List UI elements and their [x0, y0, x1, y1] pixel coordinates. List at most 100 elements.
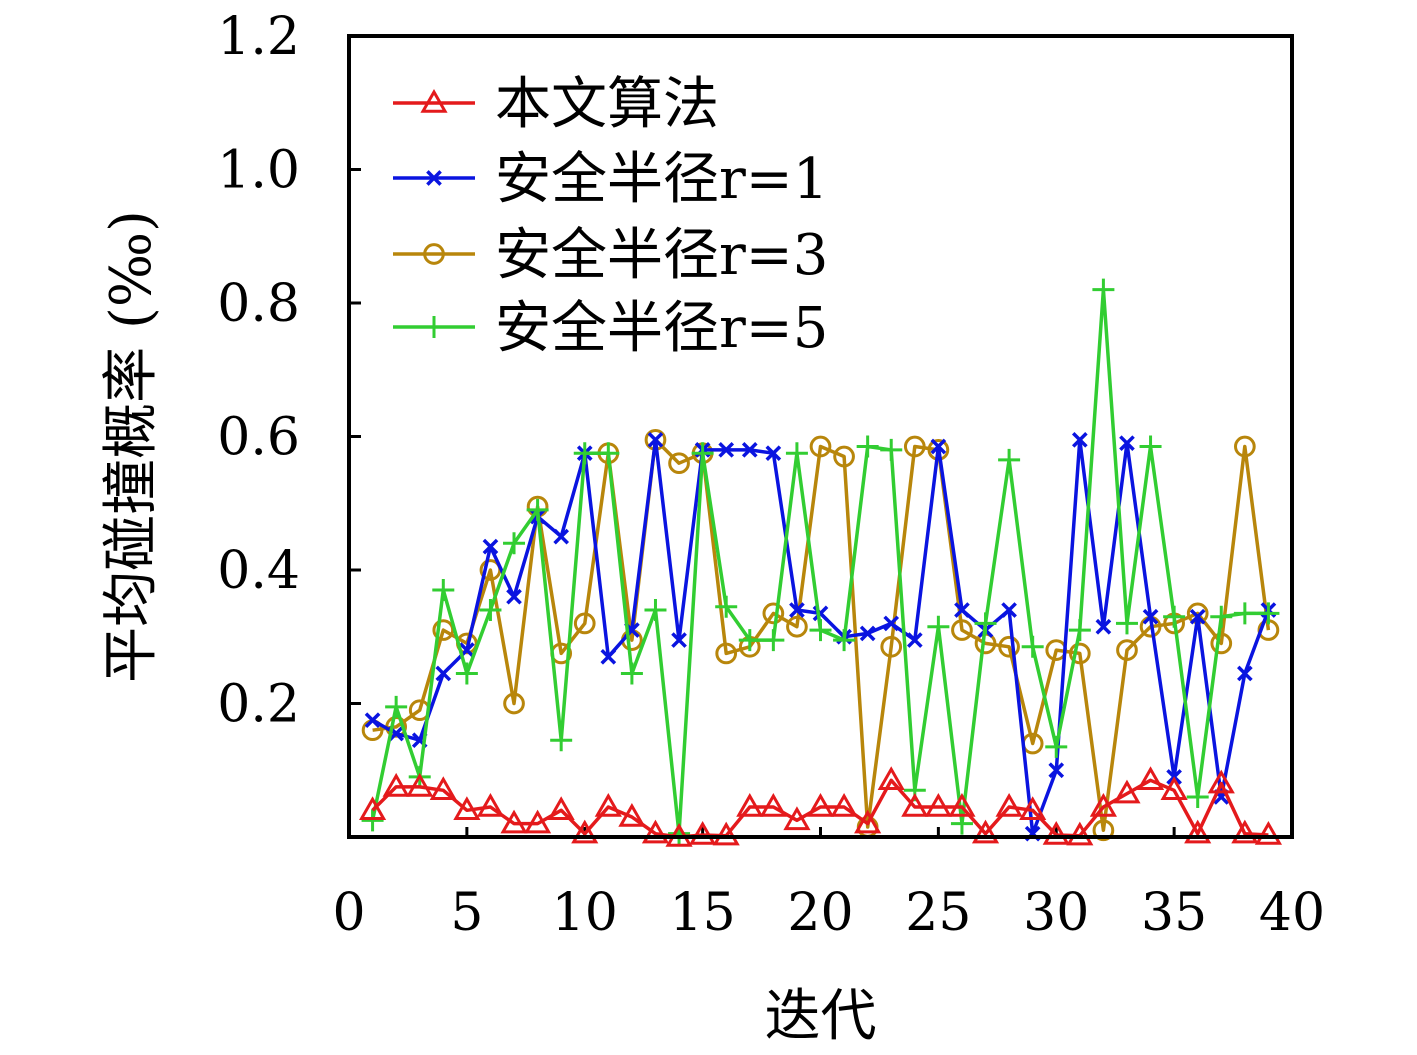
- data-point: [1136, 766, 1165, 791]
- data-point: [1045, 735, 1068, 758]
- data-point: [600, 648, 617, 665]
- data-point: [1160, 776, 1188, 801]
- data-point: [641, 819, 670, 844]
- data-point: [689, 820, 717, 845]
- legend-label: 本文算法: [495, 72, 719, 137]
- data-point: [786, 615, 808, 638]
- data-point: [785, 442, 808, 465]
- data-point: [453, 796, 481, 821]
- data-point: [1042, 820, 1070, 845]
- data-point: [618, 802, 646, 827]
- data-point: [1113, 779, 1141, 804]
- data-point: [1210, 632, 1233, 655]
- x-tick-label: 35: [1141, 883, 1207, 943]
- data-point: [385, 695, 408, 718]
- data-point: [1139, 435, 1162, 458]
- x-tick-label: 0: [332, 883, 365, 943]
- data-point: [668, 452, 690, 475]
- data-point: [382, 772, 410, 797]
- data-point: [479, 599, 502, 622]
- x-tick-label: 15: [670, 883, 736, 943]
- data-point: [482, 538, 499, 555]
- legend-label: 安全半径r=1: [495, 147, 828, 212]
- data-point: [1231, 819, 1259, 844]
- data-point: [503, 532, 526, 555]
- data-point: [783, 806, 811, 831]
- data-point: [506, 588, 522, 605]
- data-point: [738, 629, 761, 652]
- data-point: [1116, 639, 1138, 661]
- data-point: [833, 445, 855, 468]
- data-point: [856, 435, 879, 458]
- data-point: [1092, 819, 1115, 842]
- data-point: [789, 602, 805, 618]
- data-point: [594, 792, 622, 817]
- data-point: [1210, 605, 1233, 628]
- data-point: [833, 629, 856, 652]
- data-point: [948, 792, 976, 817]
- data-point: [877, 766, 905, 791]
- data-point: [526, 498, 549, 521]
- data-point: [1186, 785, 1209, 808]
- data-point: [903, 435, 926, 458]
- y-tick-label: 1.0: [217, 141, 300, 201]
- data-point: [830, 792, 858, 817]
- data-point: [998, 635, 1020, 658]
- data-point: [1068, 642, 1091, 665]
- data-point: [736, 792, 764, 817]
- data-point: [927, 615, 950, 638]
- series-1: [358, 766, 1283, 847]
- y-tick-label: 1.2: [217, 7, 300, 67]
- data-point: [741, 442, 758, 458]
- y-tick-label: 0.6: [217, 408, 300, 468]
- data-point: [809, 435, 832, 458]
- data-point: [718, 442, 735, 458]
- data-point: [1066, 821, 1094, 846]
- data-point: [1207, 769, 1235, 794]
- data-point: [435, 665, 452, 682]
- data-point: [364, 712, 381, 729]
- data-point: [1257, 602, 1280, 625]
- data-point: [1089, 792, 1117, 817]
- data-point: [1092, 278, 1115, 301]
- data-point: [998, 448, 1021, 471]
- data-point: [1234, 435, 1256, 458]
- data-point: [671, 632, 687, 648]
- legend-marker: [426, 170, 442, 186]
- data-point: [361, 809, 384, 832]
- data-point: [765, 445, 782, 462]
- legend-label: 安全半径r=3: [495, 223, 828, 288]
- data-point: [883, 615, 900, 632]
- series-line: [372, 438, 1271, 833]
- data-point: [573, 442, 596, 465]
- y-tick-label: 0.4: [217, 541, 300, 601]
- data-point: [503, 692, 525, 715]
- data-point: [880, 438, 903, 461]
- data-point: [1068, 619, 1091, 642]
- x-axis-label: 迭代: [765, 984, 877, 1049]
- data-point: [906, 632, 923, 648]
- data-point: [951, 619, 973, 641]
- data-point: [358, 796, 387, 821]
- data-point: [429, 776, 457, 801]
- data-point: [597, 442, 620, 465]
- x-tick-label: 40: [1259, 883, 1325, 943]
- data-point: [880, 635, 903, 658]
- data-point: [859, 625, 876, 642]
- data-point: [809, 619, 832, 642]
- y-tick-label: 0.8: [217, 274, 300, 334]
- data-point: [1001, 602, 1017, 618]
- data-point: [1163, 605, 1186, 628]
- data-point: [1237, 665, 1253, 682]
- data-point: [954, 602, 970, 618]
- data-point: [901, 792, 929, 817]
- x-tick-label: 30: [1023, 883, 1089, 943]
- data-point: [854, 809, 882, 834]
- data-point: [806, 792, 835, 817]
- data-point: [644, 599, 667, 622]
- legend-marker: [423, 243, 445, 265]
- data-point: [1119, 435, 1135, 452]
- data-point: [1095, 618, 1112, 635]
